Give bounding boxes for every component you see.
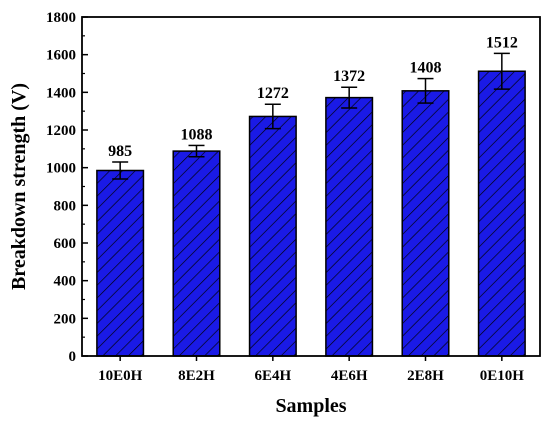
y-tick-label-1600: 1600 <box>46 48 76 64</box>
x-tick-label-0E10H: 0E10H <box>480 368 525 384</box>
y-axis-title: Breakdown strength (V) <box>8 83 30 290</box>
plot-frame <box>81 16 541 357</box>
x-tick-label-2E8H: 2E8H <box>407 368 444 384</box>
x-tick-label-10E0H: 10E0H <box>98 368 143 384</box>
y-tick-label-800: 800 <box>54 198 77 214</box>
data-label-4E6H: 1372 <box>333 68 365 85</box>
data-label-0E10H: 1512 <box>486 34 518 51</box>
x-tick-label-6E4H: 6E4H <box>254 368 291 384</box>
bar-hatch-10E0H <box>96 169 145 357</box>
y-tick-label-200: 200 <box>54 311 77 327</box>
bars-group <box>96 70 526 357</box>
y-tick-label-1400: 1400 <box>46 85 76 101</box>
data-label-2E8H: 1408 <box>410 60 442 77</box>
data-label-8E2H: 1088 <box>181 126 213 143</box>
bar-hatch-8E2H <box>172 150 221 357</box>
y-tick-label-1000: 1000 <box>46 161 76 177</box>
y-tick-label-0: 0 <box>69 349 77 365</box>
bar-hatch-0E10H <box>477 70 526 357</box>
y-tick-label-1800: 1800 <box>46 10 76 26</box>
data-label-10E0H: 985 <box>108 143 132 160</box>
data-labels-group: 985 1088 1272 1372 1408 1512 <box>108 34 518 160</box>
bar-hatch-4E6H <box>325 96 374 357</box>
bar-hatch-6E4H <box>248 115 297 357</box>
y-tick-label-400: 400 <box>54 274 77 290</box>
x-tick-label-4E6H: 4E6H <box>331 368 368 384</box>
y-tick-label-1200: 1200 <box>46 123 76 139</box>
axes-group: 10E0H 8E2H 6E4H 4E6H 2E8H 0E10H 0 200 400 600 800 1… <box>46 10 541 384</box>
data-label-6E4H: 1272 <box>257 85 289 102</box>
x-tick-label-8E2H: 8E2H <box>178 368 215 384</box>
y-tick-label-600: 600 <box>54 236 77 252</box>
error-bars-group <box>112 52 510 180</box>
x-axis-title: Samples <box>275 395 346 417</box>
bar-hatch-2E8H <box>401 90 450 357</box>
